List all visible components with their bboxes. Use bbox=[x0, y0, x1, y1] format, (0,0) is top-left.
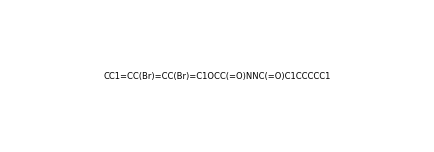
Text: CC1=CC(Br)=CC(Br)=C1OCC(=O)NNC(=O)C1CCCCC1: CC1=CC(Br)=CC(Br)=C1OCC(=O)NNC(=O)C1CCCC… bbox=[103, 71, 331, 81]
